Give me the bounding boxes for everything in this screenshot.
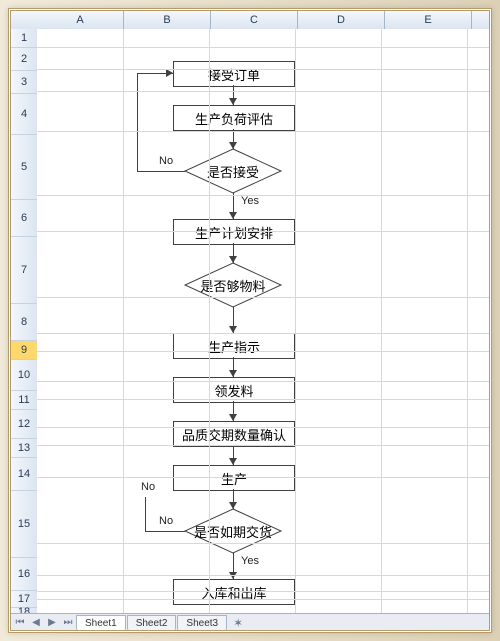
spreadsheet-frame: ABCDE 123456789101112131415161718 接受订单生产… (8, 8, 492, 633)
flow-node-label: 生产 (221, 469, 247, 488)
row-header-12[interactable]: 12 (11, 410, 37, 439)
select-all-corner[interactable] (11, 11, 38, 30)
flow-node-n3: 生产计划安排 (173, 219, 295, 245)
connector (137, 171, 185, 172)
row-header-1[interactable]: 1 (11, 29, 37, 48)
flow-node-n6: 品质交期数量确认 (173, 421, 295, 447)
flow-decision-d2: 是否够物料 (185, 263, 281, 307)
gridline-v (123, 29, 124, 614)
gridline-h (37, 575, 489, 576)
gridline-v (209, 29, 210, 614)
gridline-v (381, 29, 382, 614)
arrow-down-icon (229, 370, 237, 377)
tab-nav-last[interactable]: ⏭ (61, 616, 75, 630)
row-header-15[interactable]: 15 (11, 491, 37, 558)
row-header-16[interactable]: 16 (11, 558, 37, 591)
gridline-h (37, 69, 489, 70)
column-headers: ABCDE (37, 11, 489, 30)
edge-label-no: No (141, 481, 155, 493)
row-header-13[interactable]: 13 (11, 439, 37, 458)
gridline-h (37, 333, 489, 334)
row-header-3[interactable]: 3 (11, 71, 37, 94)
gridline-h (37, 591, 489, 592)
flow-node-label: 领发料 (214, 381, 253, 400)
column-header-D[interactable]: D (298, 11, 385, 29)
sheet-tab-sheet2[interactable]: Sheet2 (127, 615, 177, 631)
arrow-down-icon (229, 458, 237, 465)
arrow-down-icon (229, 98, 237, 105)
flow-decision-d3: 是否如期交货 (185, 509, 281, 553)
column-header-B[interactable]: B (124, 11, 211, 29)
flow-decision-d1: 是否接受 (185, 149, 281, 193)
row-header-10[interactable]: 10 (11, 360, 37, 391)
flow-decision-label: 是否接受 (185, 149, 281, 193)
flowchart: 接受订单生产负荷评估是否接受 Yes No 生产计划安排是否够物料生产指示领发料品质交… (63, 47, 489, 598)
flow-node-label: 生产计划安排 (195, 223, 273, 242)
gridline-h (37, 195, 489, 196)
flow-node-label: 生产指示 (208, 337, 260, 356)
gridline-h (37, 543, 489, 544)
row-header-8[interactable]: 8 (11, 304, 37, 341)
gridline-h (37, 427, 489, 428)
row-header-5[interactable]: 5 (11, 135, 37, 200)
flow-node-n1: 接受订单 (173, 61, 295, 87)
arrow-down-icon (229, 256, 237, 263)
sheet-tab-sheet3[interactable]: Sheet3 (177, 615, 227, 631)
column-header-E[interactable]: E (385, 11, 472, 29)
arrow-down-icon (229, 414, 237, 421)
connector (145, 531, 185, 532)
sheet-tab-sheet1[interactable]: Sheet1 (76, 615, 126, 631)
arrow-down-icon (229, 212, 237, 219)
arrow-right-icon (166, 69, 173, 77)
flow-node-label: 接受订单 (208, 65, 260, 84)
sheet-tabs: ⏮ ◀ ▶ ⏭ Sheet1Sheet2Sheet3 ✶ (11, 613, 489, 630)
arrow-down-icon (229, 142, 237, 149)
flow-decision-label: 是否够物料 (185, 263, 281, 307)
new-sheet-icon[interactable]: ✶ (231, 616, 245, 630)
flow-node-n8: 入库和出库 (173, 579, 295, 605)
row-header-14[interactable]: 14 (11, 458, 37, 491)
cell-grid[interactable]: 接受订单生产负荷评估是否接受 Yes No 生产计划安排是否够物料生产指示领发料品质交… (37, 29, 489, 614)
tab-nav-first[interactable]: ⏮ (13, 616, 27, 630)
row-header-11[interactable]: 11 (11, 391, 37, 410)
gridline-h (37, 91, 489, 92)
connector (137, 73, 138, 171)
gridline-h (37, 381, 489, 382)
gridline-v (467, 29, 468, 614)
gridline-h (37, 297, 489, 298)
flow-node-label: 生产负荷评估 (195, 109, 273, 128)
row-header-7[interactable]: 7 (11, 237, 37, 304)
gridline-h (37, 231, 489, 232)
arrow-down-icon (229, 502, 237, 509)
edge-label-no: No (159, 515, 173, 527)
column-header-C[interactable]: C (211, 11, 298, 29)
flow-node-n7: 生产 (173, 465, 295, 491)
gridline-h (37, 399, 489, 400)
flow-decision-label: 是否如期交货 (185, 509, 281, 553)
gridline-h (37, 445, 489, 446)
flow-node-n4: 生产指示 (173, 333, 295, 359)
row-header-2[interactable]: 2 (11, 48, 37, 71)
gridline-h (37, 131, 489, 132)
row-header-4[interactable]: 4 (11, 94, 37, 135)
gridline-h (37, 477, 489, 478)
edge-label-yes: Yes (241, 195, 259, 207)
gridline-h (37, 351, 489, 352)
flow-node-n2: 生产负荷评估 (173, 105, 295, 131)
row-header-6[interactable]: 6 (11, 200, 37, 237)
arrow-down-icon (229, 326, 237, 333)
row-headers: 123456789101112131415161718 (11, 29, 38, 614)
gridline-h (37, 47, 489, 48)
edge-label-no: No (159, 155, 173, 167)
gridline-v (295, 29, 296, 614)
row-header-9[interactable]: 9 (11, 341, 37, 360)
connector (145, 497, 146, 531)
tab-nav-prev[interactable]: ◀ (29, 616, 43, 630)
tab-nav-next[interactable]: ▶ (45, 616, 59, 630)
column-header-A[interactable]: A (37, 11, 124, 29)
gridline-h (37, 599, 489, 600)
edge-label-yes: Yes (241, 555, 259, 567)
